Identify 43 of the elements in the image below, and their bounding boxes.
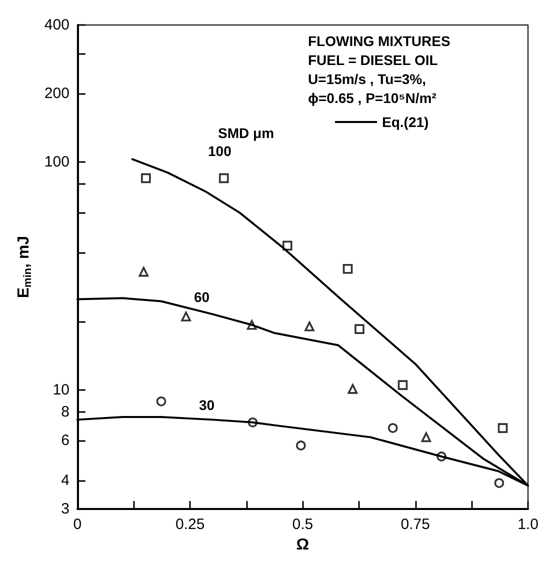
point [342, 264, 353, 274]
annotation: SMD μm [218, 125, 274, 141]
y-tick-label: 400 [44, 16, 70, 34]
point [354, 324, 364, 334]
x-tick-label: 0.25 [175, 516, 205, 533]
x-tick-label: 1.0 [518, 516, 538, 533]
point [498, 423, 508, 433]
y-tick-label: 10 [52, 381, 70, 398]
point [248, 418, 258, 428]
point [348, 384, 358, 394]
point [398, 380, 408, 390]
legend-label: Eq.(21) [382, 114, 429, 130]
annotation: ϕ=0.65 , P=10⁵N/m² [308, 90, 437, 106]
point [421, 432, 432, 442]
point [282, 240, 292, 251]
annotation: 60 [194, 289, 210, 305]
x-axis-title: Ω [296, 536, 310, 554]
x-tick-label: 0 [73, 516, 82, 533]
point [138, 266, 149, 277]
point [141, 173, 151, 184]
point [181, 312, 191, 322]
x-tick-label: 0.75 [400, 516, 430, 533]
point [296, 440, 306, 450]
annotation: 100 [208, 143, 232, 159]
x-tick-label: 0.5 [292, 516, 314, 533]
y-tick-label: 4 [61, 472, 70, 490]
point [494, 478, 504, 488]
point [156, 396, 166, 406]
point [388, 423, 398, 433]
annotation: FUEL = DIESEL OIL [308, 52, 438, 68]
annotation: FLOWING MIXTURES [308, 33, 450, 49]
y-tick-label: 6 [61, 432, 70, 449]
y-tick-label: 200 [44, 85, 70, 102]
y-tick-label: 3 [61, 500, 70, 518]
point [304, 322, 314, 332]
y-tick-label: 8 [61, 403, 70, 420]
y-axis-title: Emin, mJ [16, 236, 34, 298]
y-tick-label: 100 [44, 154, 70, 171]
annotation: U=15m/s , Tu=3%, [308, 71, 426, 87]
point [218, 173, 229, 184]
annotation: 30 [199, 397, 215, 413]
point [436, 452, 446, 462]
point [246, 320, 257, 330]
